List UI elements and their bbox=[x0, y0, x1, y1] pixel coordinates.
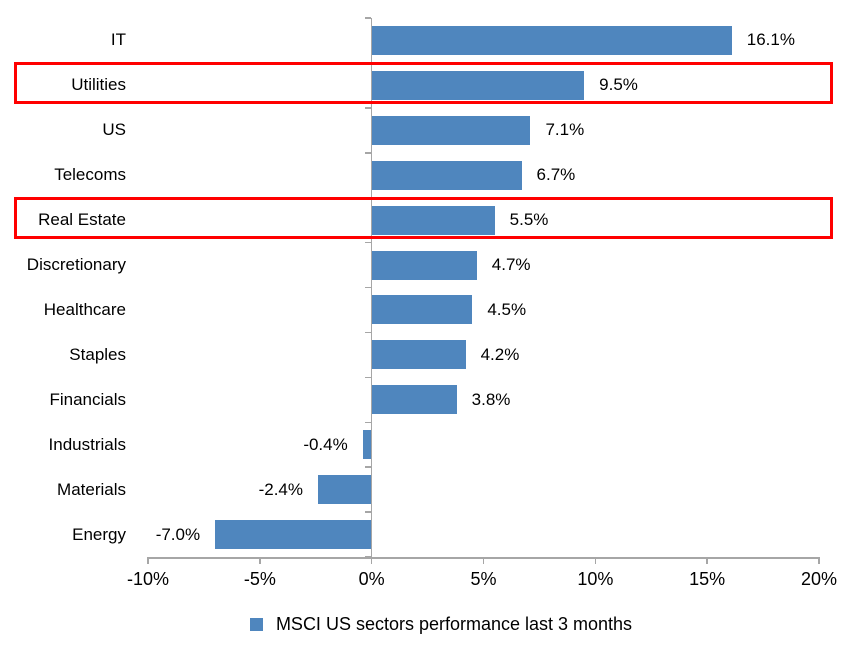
highlight-box bbox=[14, 61, 833, 104]
category-label: IT bbox=[110, 30, 126, 50]
category-label: Discretionary bbox=[26, 255, 126, 275]
value-label: 4.5% bbox=[487, 299, 527, 319]
bar bbox=[362, 430, 372, 460]
category-axis-tick bbox=[364, 241, 371, 244]
value-axis-tick bbox=[259, 557, 261, 564]
category-axis-tick bbox=[364, 466, 371, 468]
value-label: -7.0% bbox=[155, 524, 201, 544]
value-axis-tick-label: 0% bbox=[358, 569, 385, 589]
highlight-box bbox=[14, 196, 833, 239]
category-axis-tick bbox=[364, 511, 371, 513]
category-axis-line bbox=[370, 18, 373, 557]
value-axis-tick-label: 15% bbox=[689, 569, 726, 589]
category-label: Staples bbox=[69, 344, 126, 364]
category-axis-tick bbox=[364, 421, 371, 423]
bar bbox=[215, 520, 372, 550]
category-axis-tick bbox=[364, 376, 371, 379]
value-axis-tick bbox=[370, 557, 373, 564]
category-label: Energy bbox=[72, 524, 126, 544]
value-label: 16.1% bbox=[746, 30, 795, 50]
bar bbox=[371, 115, 531, 145]
value-label: 4.2% bbox=[480, 344, 520, 364]
category-label: Real Estate bbox=[38, 210, 126, 230]
bar bbox=[317, 475, 372, 505]
bar bbox=[371, 70, 585, 100]
category-axis-tick bbox=[364, 152, 371, 154]
category-label: Healthcare bbox=[43, 299, 126, 319]
value-axis-tick bbox=[594, 557, 597, 564]
value-label: 6.7% bbox=[536, 165, 576, 185]
value-axis-tick-label: 10% bbox=[577, 569, 614, 589]
legend: MSCI US sectors performance last 3 month… bbox=[0, 609, 852, 639]
bar bbox=[371, 340, 466, 370]
bar bbox=[371, 25, 732, 55]
category-label: Telecoms bbox=[54, 165, 126, 185]
category-label: Industrials bbox=[48, 434, 126, 454]
value-axis-tick bbox=[147, 557, 149, 564]
category-label: US bbox=[102, 120, 126, 140]
value-label: 9.5% bbox=[599, 75, 638, 95]
value-axis-tick-label: 20% bbox=[800, 569, 838, 589]
value-axis-tick-label: 5% bbox=[470, 569, 497, 589]
value-label: 4.7% bbox=[491, 255, 531, 275]
legend-label: MSCI US sectors performance last 3 month… bbox=[275, 613, 633, 634]
category-axis-tick bbox=[364, 107, 371, 109]
legend-color-swatch-icon bbox=[249, 617, 263, 631]
value-axis-tick bbox=[482, 557, 485, 564]
category-label: Utilities bbox=[71, 75, 126, 95]
value-label: 7.1% bbox=[545, 120, 585, 140]
value-label: 3.8% bbox=[471, 389, 511, 409]
value-label: -2.4% bbox=[258, 479, 303, 499]
category-axis-tick bbox=[364, 286, 371, 289]
bar bbox=[371, 385, 457, 415]
value-label: 5.5% bbox=[509, 210, 549, 230]
value-axis-tick-label: -10% bbox=[126, 569, 170, 589]
value-axis-tick bbox=[818, 557, 820, 564]
value-label: -0.4% bbox=[303, 434, 348, 454]
category-axis-tick bbox=[364, 17, 371, 19]
category-label: Materials bbox=[57, 479, 126, 499]
category-axis-tick bbox=[364, 331, 371, 334]
bar bbox=[371, 205, 495, 235]
bar bbox=[371, 160, 522, 190]
value-axis-tick-label: -5% bbox=[243, 569, 276, 589]
value-axis-tick bbox=[706, 557, 708, 564]
bar bbox=[371, 250, 477, 280]
bar bbox=[371, 295, 473, 325]
category-label: Financials bbox=[49, 389, 126, 409]
